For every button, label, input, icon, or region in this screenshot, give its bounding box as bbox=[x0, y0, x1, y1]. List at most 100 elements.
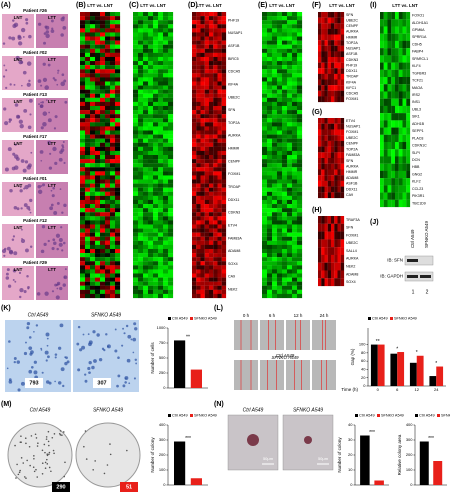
cell bbox=[41, 371, 44, 374]
heatmap-cell bbox=[221, 130, 227, 135]
heatmap-cell bbox=[262, 85, 268, 90]
heatmap-cell bbox=[133, 281, 139, 286]
heatmap-cell bbox=[217, 65, 222, 70]
count-label: 307 bbox=[97, 380, 106, 386]
heatmap-cell bbox=[95, 130, 101, 135]
heatmap-cell bbox=[200, 179, 205, 184]
heatmap-cell bbox=[221, 73, 227, 78]
cell bbox=[13, 357, 17, 360]
heatmap-cell bbox=[209, 118, 214, 123]
heatmap-cell bbox=[262, 277, 268, 282]
heatmap-cell bbox=[282, 61, 288, 66]
heatmap-cell bbox=[204, 265, 210, 270]
heatmap-cell bbox=[204, 36, 210, 41]
heatmap-cell bbox=[158, 236, 164, 241]
heatmap-cell bbox=[391, 105, 396, 114]
heatmap-cell bbox=[209, 285, 214, 290]
heatmap-cell bbox=[143, 16, 149, 21]
heatmap-cell bbox=[209, 73, 214, 78]
heatmap-cell bbox=[277, 101, 283, 107]
gene-label: SLPI bbox=[412, 151, 420, 155]
cell bbox=[122, 327, 125, 330]
nucleus bbox=[6, 268, 10, 272]
gene-label: NUSAP1 bbox=[346, 47, 360, 51]
heatmap-cell bbox=[217, 77, 222, 82]
cell bbox=[45, 359, 48, 362]
heatmap-cell bbox=[324, 254, 328, 263]
heatmap-cell bbox=[200, 289, 205, 295]
heatmap-cell bbox=[158, 187, 164, 192]
heatmap-cell bbox=[158, 293, 164, 299]
heatmap-cell bbox=[138, 150, 144, 156]
gene-label: HMMR bbox=[228, 147, 240, 151]
heatmap-cell bbox=[340, 34, 345, 41]
heatmap-cell bbox=[163, 134, 169, 139]
heatmap-cell bbox=[85, 44, 91, 49]
heatmap-cell bbox=[168, 208, 174, 213]
heatmap-cell bbox=[213, 277, 218, 282]
heatmap-cell bbox=[402, 149, 407, 157]
heatmap-cell bbox=[387, 91, 392, 99]
heatmap-cell bbox=[209, 32, 214, 37]
heatmap-cell bbox=[334, 180, 338, 187]
heatmap-cell bbox=[148, 56, 154, 62]
gene-label: HBB bbox=[412, 165, 420, 169]
heatmap-cell bbox=[292, 261, 298, 266]
heatmap-cell bbox=[192, 77, 197, 82]
heatmap-cell bbox=[213, 285, 218, 290]
heatmap-cell bbox=[287, 101, 293, 107]
heatmap-cell bbox=[100, 122, 106, 127]
heatmap-cell bbox=[213, 220, 218, 225]
heatmap-cell bbox=[262, 216, 268, 221]
heatmap-cell bbox=[334, 129, 338, 136]
heatmap-cell bbox=[318, 278, 322, 287]
heatmap-cell bbox=[337, 85, 341, 91]
heatmap-cell bbox=[318, 216, 322, 224]
heatmap-cell bbox=[80, 204, 86, 209]
heatmap-cell bbox=[168, 110, 174, 115]
heatmap-cell bbox=[143, 126, 149, 131]
legend-swatch bbox=[368, 317, 371, 320]
heatmap-cell bbox=[292, 159, 298, 164]
heatmap-cell bbox=[324, 51, 328, 58]
y-tick-label: 250 bbox=[159, 370, 166, 375]
heatmap-cell bbox=[148, 118, 154, 123]
heatmap-cell bbox=[105, 175, 111, 180]
nucleus bbox=[53, 241, 57, 245]
x-tick-label: 6 bbox=[396, 387, 399, 392]
heatmap-cell bbox=[143, 228, 149, 233]
heatmap-cell bbox=[217, 12, 222, 17]
heatmap-cell bbox=[217, 32, 222, 37]
heatmap-cell bbox=[321, 247, 325, 255]
heatmap-cell bbox=[153, 114, 159, 119]
heatmap-cell bbox=[340, 45, 345, 52]
heatmap-cell bbox=[85, 281, 91, 286]
nucleus bbox=[26, 165, 32, 170]
heatmap-cell bbox=[209, 244, 214, 250]
heatmap-cell bbox=[80, 110, 86, 115]
heatmap-cell bbox=[196, 97, 201, 102]
heatmap-cell bbox=[337, 73, 341, 80]
heatmap-cell bbox=[391, 199, 396, 208]
cell bbox=[26, 326, 30, 330]
heatmap-cell bbox=[282, 293, 288, 299]
heatmap-cell bbox=[287, 183, 293, 188]
heatmap-cell bbox=[85, 195, 91, 201]
nucleus bbox=[42, 183, 46, 187]
heatmap-cell bbox=[80, 257, 86, 262]
heatmap-cell bbox=[272, 167, 278, 172]
heatmap-cell bbox=[272, 281, 278, 286]
heatmap-cell bbox=[153, 216, 159, 221]
heatmap-cell bbox=[148, 220, 154, 225]
heatmap-cell bbox=[337, 169, 341, 176]
heatmap-cell bbox=[287, 142, 293, 147]
heatmap-cell bbox=[133, 248, 139, 254]
heatmap-cell bbox=[158, 134, 164, 139]
heatmap-cell bbox=[163, 69, 169, 74]
heatmap-cell bbox=[200, 122, 205, 127]
heatmap-cell bbox=[331, 254, 335, 263]
nucleus bbox=[23, 290, 27, 294]
heatmap-cell bbox=[213, 122, 218, 127]
heatmap-cell bbox=[297, 199, 303, 205]
heatmap-cell bbox=[277, 73, 283, 78]
